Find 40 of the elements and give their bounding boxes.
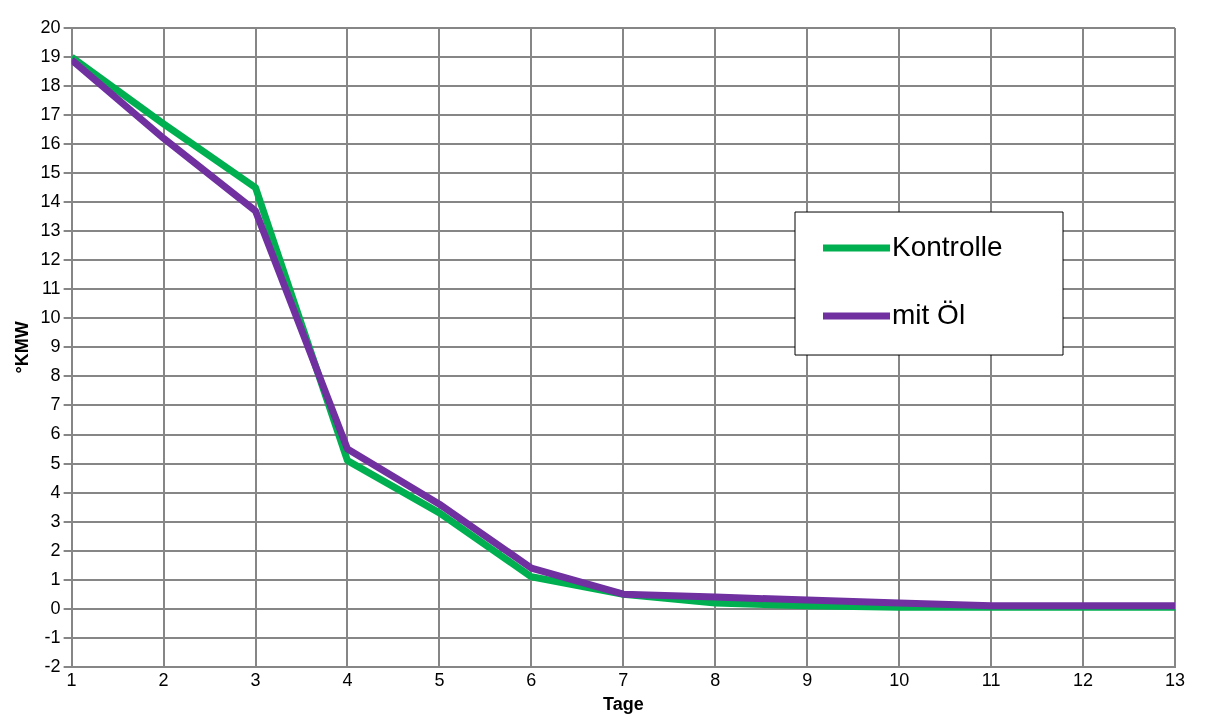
x-tick-label: 8: [710, 669, 721, 690]
y-tick-label: 17: [40, 104, 61, 125]
y-tick-label: 10: [40, 307, 61, 328]
x-tick-label: 5: [434, 669, 445, 690]
y-tick-label: 5: [50, 452, 61, 473]
x-tick-label: 4: [342, 669, 353, 690]
x-tick-label: 12: [1073, 669, 1094, 690]
x-tick-label: 10: [889, 669, 910, 690]
y-tick-label: 1: [50, 568, 61, 589]
y-tick-label: -2: [44, 655, 61, 676]
x-tick-label: 13: [1164, 669, 1186, 690]
y-tick-label: 4: [50, 481, 61, 502]
legend-label: Kontrolle: [892, 230, 1003, 262]
x-tick-label: 2: [158, 669, 169, 690]
x-tick-label: 1: [66, 669, 77, 690]
y-tick-label: 11: [41, 278, 61, 299]
x-tick-label: 6: [526, 669, 537, 690]
y-tick-label: 13: [40, 220, 61, 241]
x-axis-title: Tage: [602, 694, 644, 715]
y-tick-label: 19: [40, 46, 61, 67]
x-tick-label: 7: [618, 669, 629, 690]
y-tick-label: 14: [40, 191, 61, 212]
y-tick-label: 2: [50, 539, 61, 560]
y-tick-label: 20: [40, 16, 61, 37]
x-tick-label: 11: [981, 669, 1001, 690]
x-tick-label: 9: [802, 669, 813, 690]
y-tick-label: 9: [50, 336, 61, 357]
legend-label: mit Öl: [892, 298, 966, 330]
y-tick-label: 12: [40, 249, 61, 270]
x-tick-label: 3: [250, 669, 261, 690]
y-tick-label: 16: [40, 133, 61, 154]
y-tick-label: -1: [44, 626, 61, 647]
y-tick-label: 15: [40, 162, 61, 183]
y-tick-label: 18: [40, 75, 61, 96]
y-tick-label: 6: [50, 423, 61, 444]
y-tick-label: 3: [50, 510, 61, 531]
y-axis-title: °KMW: [11, 321, 32, 374]
y-tick-label: 8: [50, 365, 61, 386]
y-tick-label: 0: [50, 597, 61, 618]
y-tick-label: 7: [50, 394, 61, 415]
